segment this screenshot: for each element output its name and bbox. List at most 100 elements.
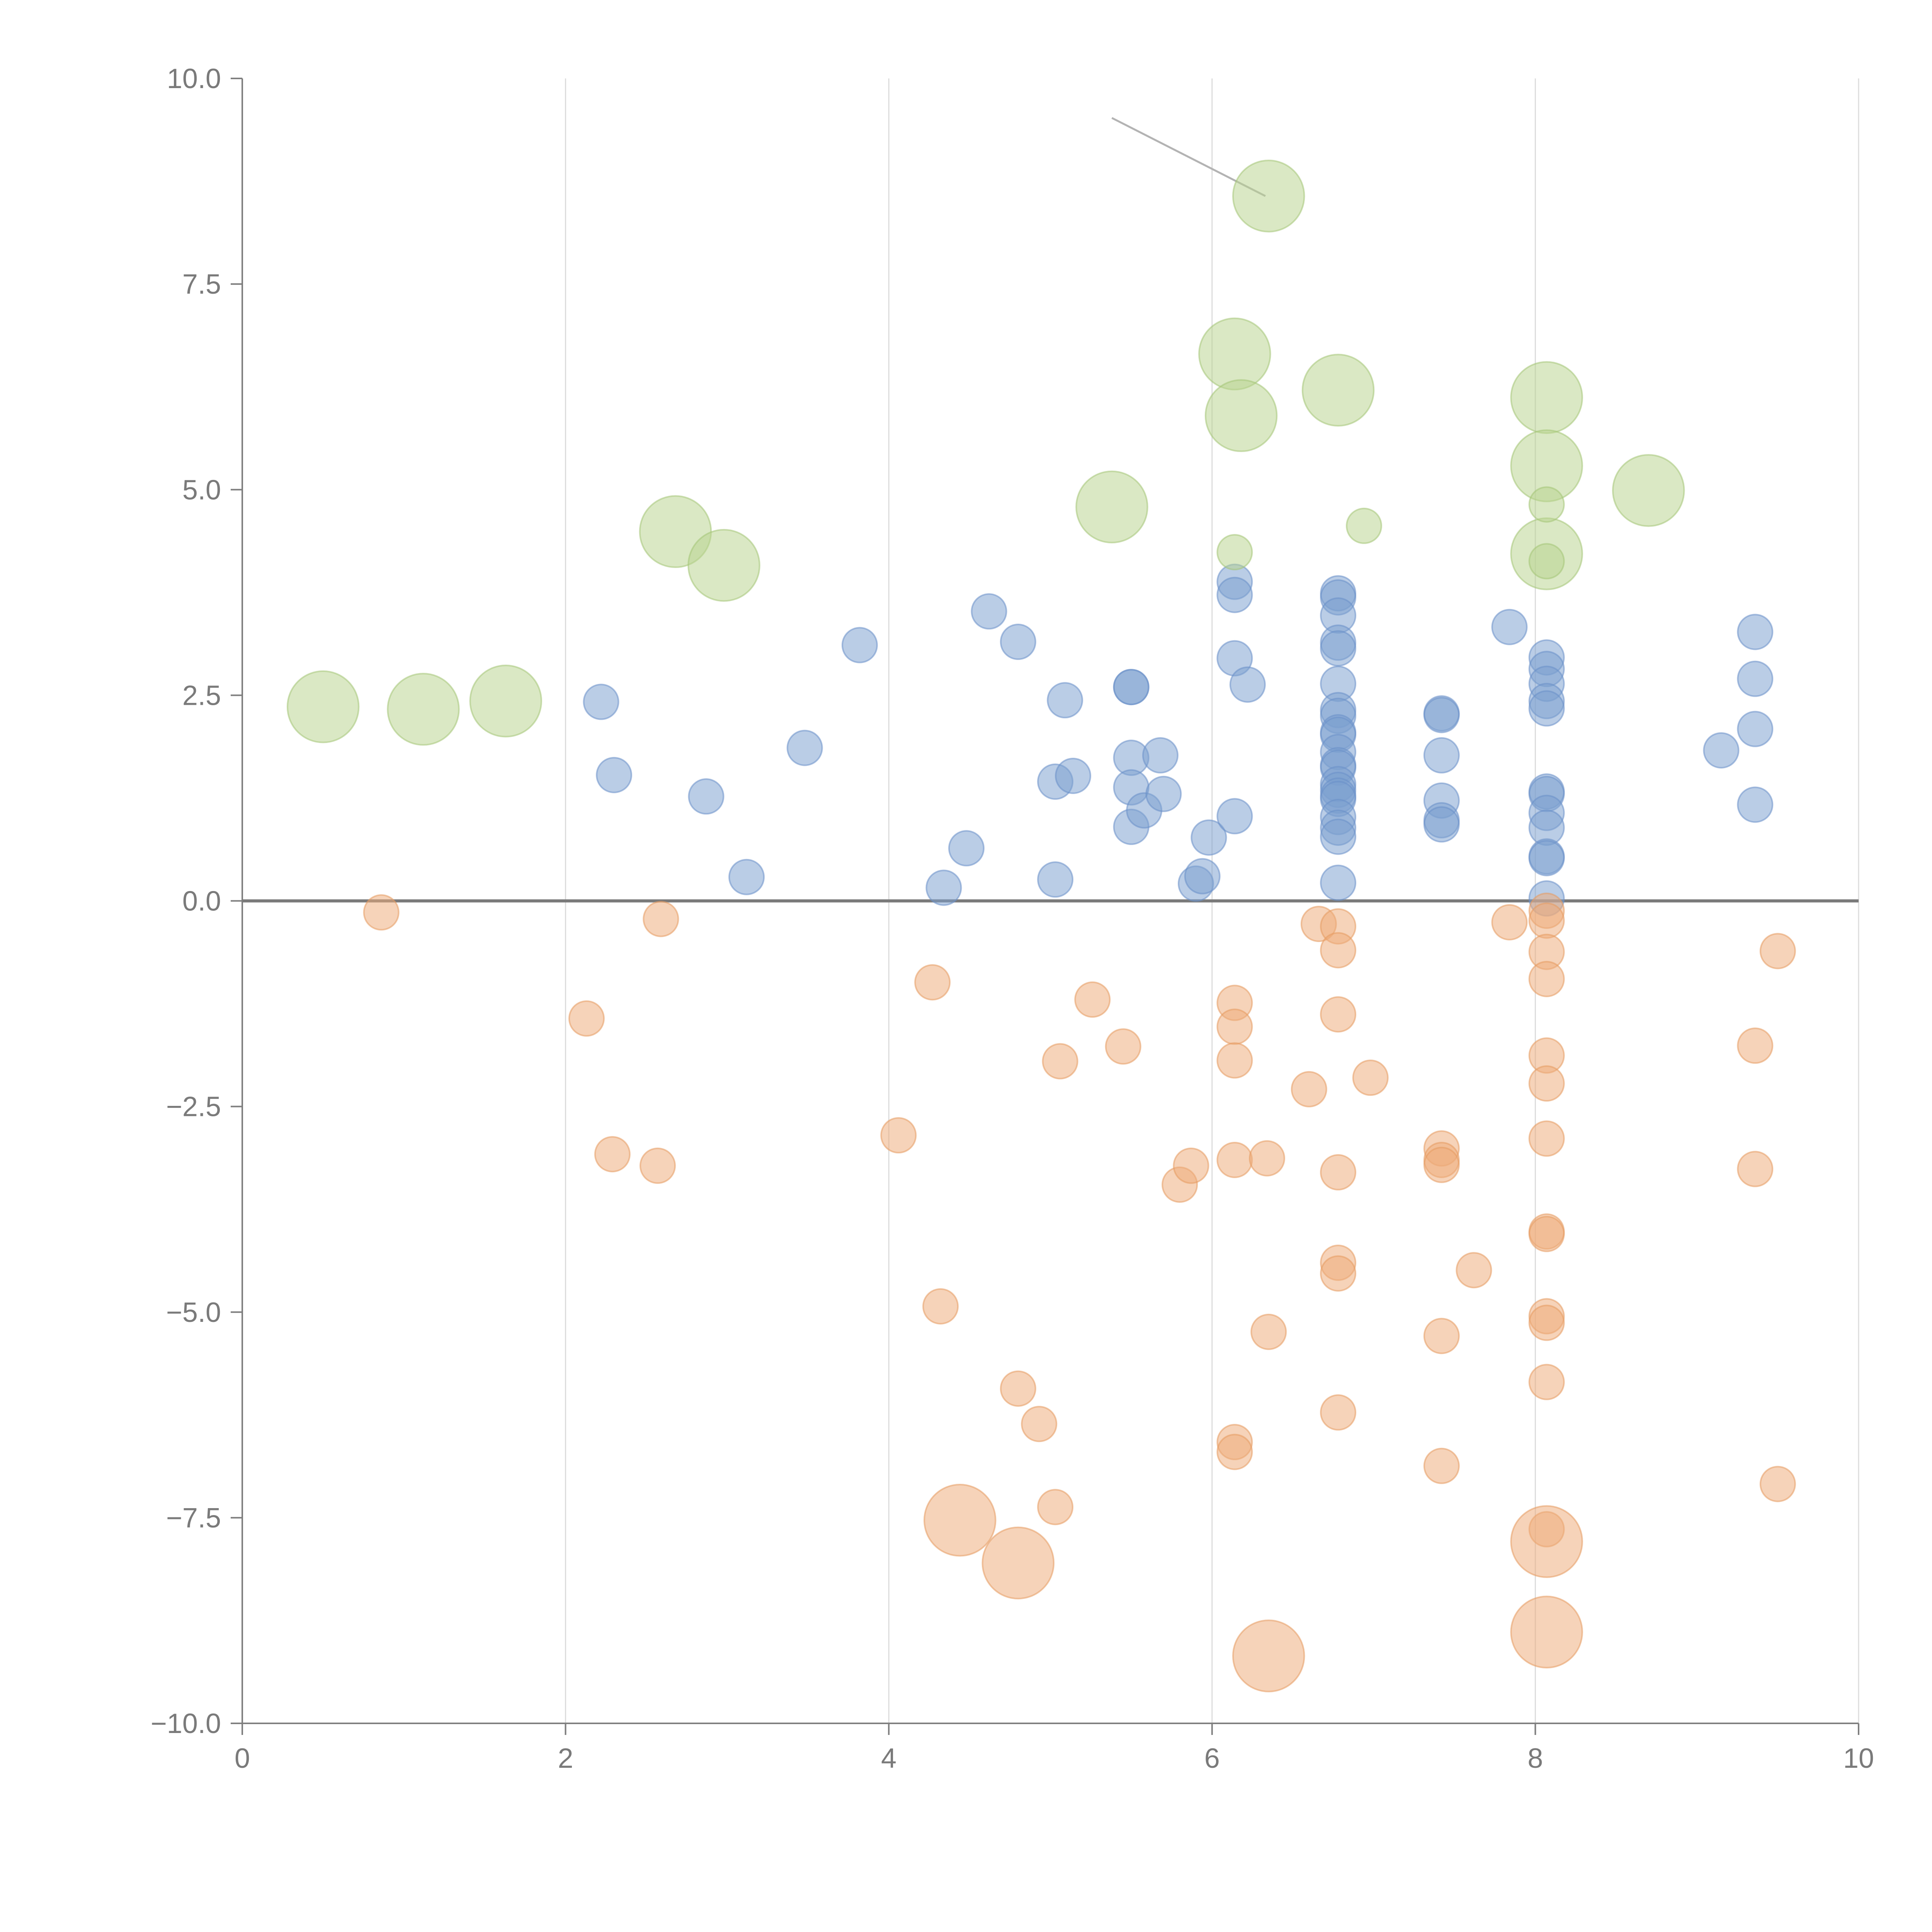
orange-point-8 xyxy=(1000,1370,1036,1407)
blue-point-72 xyxy=(1737,660,1774,697)
orange-point-46 xyxy=(1528,1065,1565,1102)
blue-point-62 xyxy=(1528,690,1565,727)
orange-point-11 xyxy=(1042,1043,1078,1080)
blue-point-21 xyxy=(1145,776,1182,812)
data-points xyxy=(286,160,1796,1692)
green-point-14 xyxy=(1216,534,1253,571)
blue-point-52 xyxy=(1423,697,1460,733)
green-point-4 xyxy=(687,529,760,602)
y-tick-label: 10.0 xyxy=(167,63,221,94)
green-point-1 xyxy=(387,673,460,746)
y-tick-label: −2.5 xyxy=(166,1092,221,1122)
orange-point-5 xyxy=(880,1117,917,1154)
blue-point-71 xyxy=(1737,614,1774,650)
series-blue xyxy=(583,563,1774,917)
blue-point-28 xyxy=(1216,798,1253,835)
blue-point-7 xyxy=(948,830,985,867)
green-point-17 xyxy=(1528,543,1565,580)
x-tick-label: 4 xyxy=(881,1743,896,1774)
orange-point-44 xyxy=(1528,961,1565,997)
series-green xyxy=(286,160,1685,746)
blue-point-1 xyxy=(596,757,633,793)
blue-point-13 xyxy=(1055,757,1092,794)
orange-point-28 xyxy=(1320,996,1357,1033)
blue-point-4 xyxy=(786,730,823,766)
orange-point-59 xyxy=(981,1526,1055,1600)
orange-point-6 xyxy=(914,964,951,1001)
axes xyxy=(242,78,1859,1724)
blue-point-0 xyxy=(583,684,619,720)
blue-point-70 xyxy=(1703,732,1740,769)
green-point-5 xyxy=(1075,470,1148,544)
blue-point-6 xyxy=(925,869,962,906)
y-tick-label: 7.5 xyxy=(182,269,221,300)
orange-point-21 xyxy=(1216,1434,1253,1470)
orange-point-49 xyxy=(1528,1216,1565,1252)
green-point-7 xyxy=(1204,379,1278,452)
orange-point-2 xyxy=(594,1136,631,1173)
blue-point-12 xyxy=(1047,682,1083,719)
x-tick-label: 2 xyxy=(558,1743,573,1774)
orange-point-58 xyxy=(923,1484,997,1557)
green-point-16 xyxy=(1528,486,1565,523)
orange-point-52 xyxy=(1528,1364,1565,1400)
y-tick-label: −5.0 xyxy=(166,1297,221,1328)
blue-point-20 xyxy=(1142,737,1179,774)
tick-marks: 0 2 4 6 8 10 −10.0 −7.5 −5.0 −2.5 0.0 2.5 5.0 7.5 10.0 xyxy=(151,63,1874,1774)
blue-point-53 xyxy=(1423,737,1460,774)
orange-point-57 xyxy=(1759,1466,1796,1502)
green-point-10 xyxy=(1510,361,1583,434)
orange-point-36 xyxy=(1423,1146,1460,1183)
orange-point-1 xyxy=(568,1000,605,1037)
orange-point-13 xyxy=(1105,1028,1141,1065)
orange-point-55 xyxy=(1737,1151,1774,1187)
orange-point-39 xyxy=(1456,1252,1492,1289)
blue-point-29 xyxy=(1229,666,1266,703)
x-tick-label: 8 xyxy=(1527,1743,1543,1774)
green-point-0 xyxy=(286,670,360,743)
orange-point-27 xyxy=(1320,932,1357,969)
y-tick-label: 2.5 xyxy=(182,680,221,711)
blue-point-11 xyxy=(1037,861,1074,898)
blue-point-49 xyxy=(1320,818,1357,855)
orange-point-32 xyxy=(1320,1394,1357,1431)
blue-point-15 xyxy=(1113,669,1150,706)
y-tick-label: 0.0 xyxy=(182,886,221,917)
blue-point-50 xyxy=(1320,864,1357,901)
series-orange xyxy=(363,893,1796,1692)
green-point-13 xyxy=(1612,454,1685,527)
orange-point-29 xyxy=(1320,1154,1357,1190)
blue-point-23 xyxy=(1184,858,1221,895)
blue-point-34 xyxy=(1320,630,1357,667)
orange-point-56 xyxy=(1759,933,1796,969)
orange-point-23 xyxy=(1250,1313,1287,1350)
orange-point-42 xyxy=(1528,902,1565,939)
orange-point-4 xyxy=(643,901,679,937)
y-tick-label: −7.5 xyxy=(166,1503,221,1534)
orange-point-40 xyxy=(1491,904,1528,940)
green-point-15 xyxy=(1346,507,1383,544)
orange-point-61 xyxy=(1510,1505,1583,1578)
orange-point-51 xyxy=(1528,1304,1565,1341)
orange-point-31 xyxy=(1320,1255,1357,1292)
orange-point-38 xyxy=(1423,1447,1460,1484)
orange-point-18 xyxy=(1216,1042,1253,1079)
x-tick-label: 0 xyxy=(235,1743,250,1774)
green-point-2 xyxy=(469,665,543,738)
orange-point-22 xyxy=(1249,1140,1286,1177)
y-tick-label: −10.0 xyxy=(151,1708,221,1739)
orange-point-33 xyxy=(1352,1060,1389,1096)
orange-point-0 xyxy=(363,894,400,931)
blue-point-8 xyxy=(971,593,1007,630)
green-point-8 xyxy=(1232,160,1305,233)
blue-point-74 xyxy=(1737,786,1774,823)
blue-point-2 xyxy=(688,778,724,815)
orange-point-24 xyxy=(1291,1071,1327,1107)
blue-point-68 xyxy=(1528,840,1565,876)
orange-point-10 xyxy=(1037,1489,1074,1526)
y-tick-label: 5.0 xyxy=(182,474,221,505)
orange-point-60 xyxy=(1232,1619,1305,1692)
orange-point-17 xyxy=(1216,1009,1253,1045)
